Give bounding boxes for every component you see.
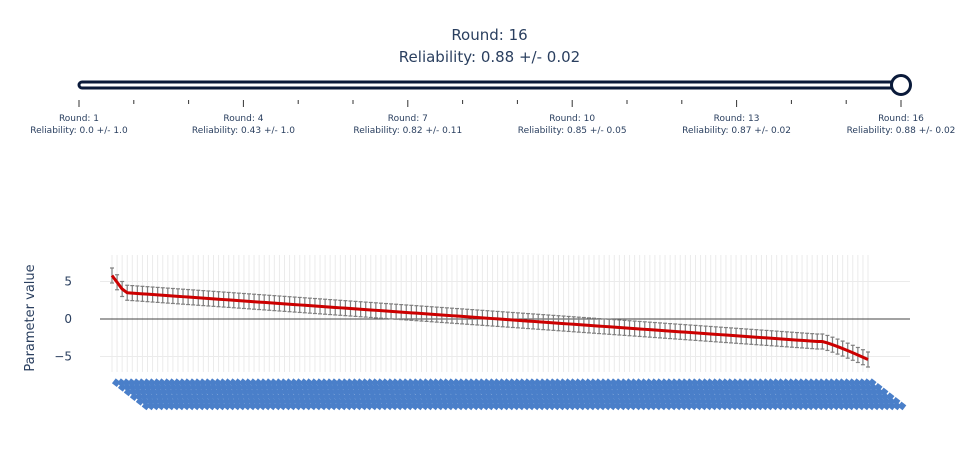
- slider-ticks: Round: 1 Reliability: 0.0 +/- 1.0 Round: 4…: [30, 100, 955, 136]
- y-tick-label: 0: [64, 312, 72, 326]
- x-tick-labels: ■■■■■■■■■■■■■■■■■■■■■■■■■■■■■■■■■■■■■■■■…: [111, 376, 908, 411]
- y-tick-labels: −5 0 5: [54, 275, 72, 364]
- round-title: Round: 16: [451, 26, 528, 44]
- round-slider[interactable]: Round: 1 Reliability: 0.0 +/- 1.0 Round: 4…: [0, 70, 979, 150]
- series-line: [110, 274, 869, 361]
- reliability-title: Reliability: 0.88 +/- 0.02: [398, 48, 581, 66]
- y-tick-label: 5: [64, 275, 72, 289]
- grid-layer: [100, 255, 910, 372]
- slider-step-reliability: Reliability: 0.43 +/- 1.0: [192, 126, 295, 136]
- y-axis-label: Parameter value: [23, 264, 38, 371]
- y-tick-label: −5: [54, 350, 72, 364]
- slider-step-round[interactable]: Round: 1: [59, 114, 99, 124]
- round-header: Round: 16 Reliability: 0.88 +/- 0.02: [0, 24, 979, 68]
- slider-step-reliability: Reliability: 0.82 +/- 0.11: [353, 126, 462, 136]
- slider-step-round[interactable]: Round: 16: [878, 114, 924, 124]
- slider-step-reliability: Reliability: 0.87 +/- 0.02: [682, 126, 791, 136]
- slider-step-reliability: Reliability: 0.0 +/- 1.0: [30, 126, 128, 136]
- slider-step-round[interactable]: Round: 7: [388, 114, 428, 124]
- slider-handle[interactable]: [890, 74, 912, 96]
- slider-step-round[interactable]: Round: 13: [714, 114, 760, 124]
- slider-step-round[interactable]: Round: 4: [223, 114, 263, 124]
- slider-step-round[interactable]: Round: 10: [549, 114, 595, 124]
- slider-step-reliability: Reliability: 0.85 +/- 0.05: [518, 126, 627, 136]
- slider-step-reliability: Reliability: 0.88 +/- 0.02: [847, 126, 956, 136]
